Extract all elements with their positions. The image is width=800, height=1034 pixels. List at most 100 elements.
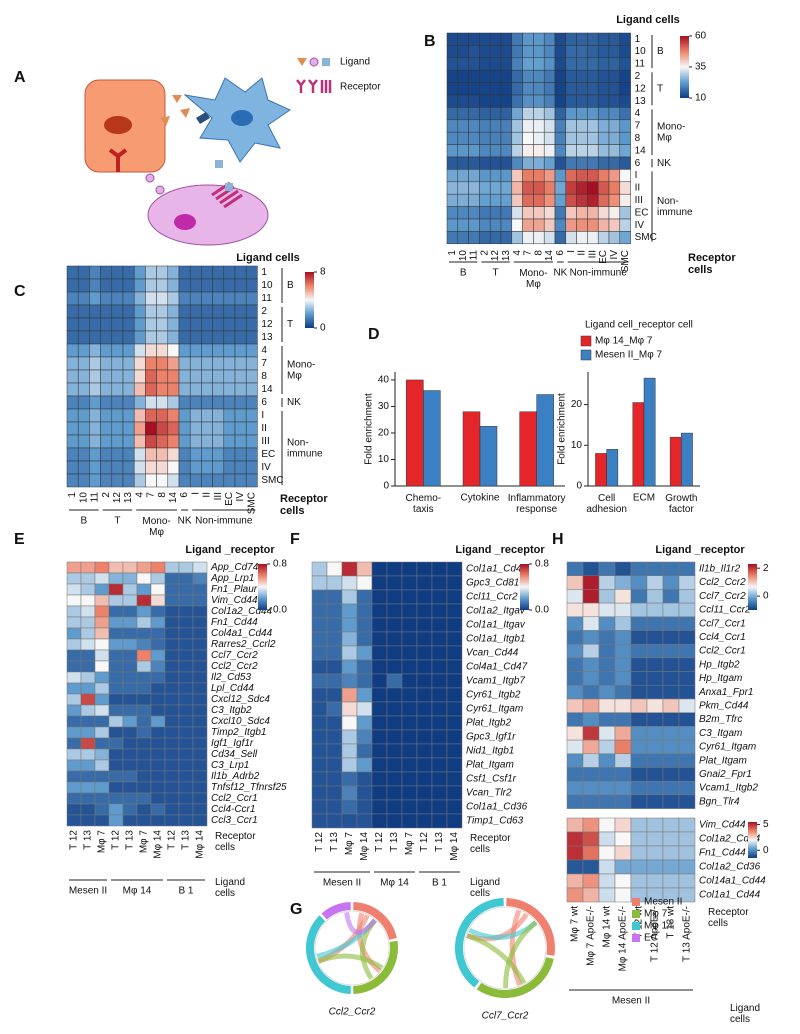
heatmap-cell (598, 671, 616, 686)
heatmap-cell (326, 813, 343, 829)
heatmap-cell (108, 792, 124, 805)
col-label: 12 (490, 250, 501, 262)
col-group-label: Non-immune (195, 516, 253, 527)
heatmap-cell (122, 726, 138, 739)
heatmap-cell (646, 685, 664, 700)
heatmap-cell (189, 317, 202, 332)
y-tick-label: 20 (571, 399, 583, 410)
heatmap-cell (608, 169, 621, 183)
heatmap-cell (201, 447, 213, 462)
heatmap-cell (234, 421, 247, 436)
heatmap-cell (468, 69, 480, 83)
heatmap-cell (431, 771, 448, 787)
heatmap-cell (89, 473, 101, 488)
group-axis-title: Ligand cells (215, 877, 245, 899)
heatmap-cell (678, 845, 696, 861)
legend-swatch (632, 898, 640, 906)
heatmap-cell (597, 144, 610, 158)
row-label: Plat_Itgam (699, 755, 747, 766)
heatmap-cell (662, 712, 680, 727)
x-tick-label: Cell adhesion (586, 493, 627, 515)
chord-link (466, 933, 527, 985)
heatmap-cell (576, 193, 588, 207)
heatmap-cell (533, 94, 545, 108)
heatmap-cell (66, 561, 82, 574)
heatmap-cell (212, 304, 225, 319)
row-label: Rarres2_Ccrl2 (211, 639, 276, 650)
heatmap-cell (554, 181, 567, 195)
text-line: Receptor (215, 831, 256, 842)
heatmap-cell (326, 757, 343, 773)
row-label: Ccl7_Ccr2 (211, 650, 258, 661)
heatmap-cell (582, 671, 600, 686)
heatmap-cell (111, 369, 124, 384)
heatmap-cell (136, 671, 152, 684)
heatmap-cell (386, 799, 403, 815)
col-label: II (577, 250, 588, 256)
heatmap-cell (533, 169, 545, 183)
row-label: Ccl7_Ccr2 (699, 591, 746, 602)
row-label: 12 (635, 83, 647, 94)
heatmap-cell (145, 265, 157, 280)
heatmap-cell (446, 131, 459, 145)
heatmap-cell (401, 715, 418, 731)
heatmap-cell (543, 156, 556, 170)
heatmap-cell (646, 643, 664, 659)
heatmap-cell (341, 603, 358, 619)
heatmap-cell (386, 771, 403, 787)
heatmap-cell (371, 785, 388, 801)
heatmap-cell (77, 356, 90, 371)
heatmap-cell (566, 671, 584, 686)
heatmap-cell (111, 291, 124, 306)
colorbar-tick-label: 60 (695, 31, 707, 42)
row-label: Col4a1_Cd47 (466, 662, 528, 673)
heatmap-cell (89, 317, 101, 332)
heatmap-cell (122, 803, 138, 816)
heatmap-cell (511, 169, 523, 183)
heatmap-cell (386, 631, 403, 647)
heatmap-cell (111, 408, 124, 423)
heatmap-cell (662, 616, 680, 631)
heatmap-cell (223, 473, 236, 488)
heatmap-cell (522, 193, 534, 207)
heatmap-cell (608, 144, 621, 158)
heatmap-cell (457, 144, 469, 158)
heatmap-cell (489, 144, 502, 158)
heatmap-cell (356, 771, 373, 787)
heatmap-cell (630, 698, 648, 713)
heatmap-cell (598, 589, 616, 604)
text-line: cells (708, 918, 728, 929)
heatmap-cell (457, 57, 469, 71)
heatmap-cell (234, 473, 247, 488)
heatmap-cell (66, 265, 79, 280)
text-line: Receptor (688, 252, 736, 264)
heatmap-cell (446, 561, 463, 577)
heatmap-cell (326, 687, 343, 703)
heatmap-cell (662, 845, 680, 861)
heatmap-cell (223, 421, 236, 436)
heatmap-cell (386, 575, 403, 591)
y-tick-label: 10 (378, 454, 390, 465)
heatmap-cell (94, 748, 110, 761)
heatmap-cell (122, 408, 135, 423)
heatmap-cell (630, 794, 648, 809)
heatmap-cell (94, 693, 110, 706)
heatmap-cell (311, 673, 328, 689)
col-label: T 13 (434, 832, 445, 852)
col-label: T 13 (329, 832, 340, 852)
heatmap-cell (630, 859, 648, 875)
heatmap-cell (522, 181, 534, 195)
heatmap-cell (630, 616, 648, 631)
col-label: Mφ 14 (195, 830, 206, 859)
heatmap-cell (122, 473, 135, 488)
heatmap-cell (662, 575, 680, 590)
heatmap-cell (522, 119, 534, 133)
heatmap-cell (212, 343, 225, 358)
chord-sector (352, 940, 398, 994)
heatmap-cell (164, 638, 180, 651)
heatmap-cell (468, 231, 480, 245)
heatmap-cell (446, 156, 459, 170)
heatmap-cell (598, 794, 616, 809)
heatmap-cell (167, 343, 180, 358)
heatmap-cell (189, 434, 202, 449)
